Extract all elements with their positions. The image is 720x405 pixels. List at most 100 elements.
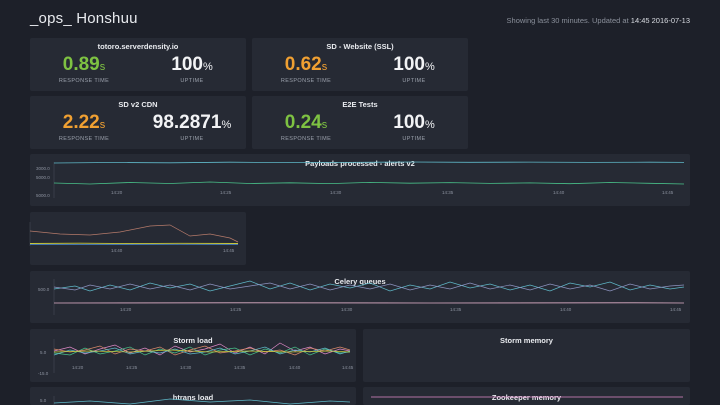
response-time-unit: s bbox=[99, 119, 106, 131]
response-time-stat: 0.89s RESPONSE TIME bbox=[30, 54, 138, 85]
series-line-teal bbox=[53, 161, 685, 164]
panel-title: totoro.serverdensity.io bbox=[97, 42, 179, 51]
graph-panel-storm-memory[interactable]: Storm memory bbox=[363, 329, 690, 382]
y-tick-label: 3000.0 bbox=[36, 166, 50, 171]
series-line-green bbox=[53, 181, 685, 185]
status-prefix: Showing last 30 minutes. Updated at bbox=[506, 16, 629, 25]
series-line-lavender bbox=[53, 282, 685, 292]
panel-title: SD v2 CDN bbox=[118, 100, 158, 109]
graph-panel-small[interactable]: 14:40 14:45 bbox=[29, 212, 246, 265]
y-tick-label: 5.0 bbox=[40, 350, 47, 355]
uptime-stat: 100% UPTIME bbox=[360, 54, 468, 85]
x-tick-label: 14:25 bbox=[230, 307, 242, 312]
storm-load-chart: 5.0 -15.0 14:20 14:25 14:30 14:35 14:40 … bbox=[38, 339, 354, 376]
uptime-stat: 100% UPTIME bbox=[138, 54, 246, 85]
response-time-value: 2.22 bbox=[62, 112, 100, 133]
x-tick-label: 14:45 bbox=[223, 248, 235, 253]
x-tick-label: 14:20 bbox=[120, 307, 132, 312]
response-time-stat: 0.62s RESPONSE TIME bbox=[252, 54, 360, 85]
response-time-unit: s bbox=[99, 61, 106, 73]
uptime-unit: % bbox=[424, 119, 435, 131]
stat-panel-sd-website[interactable]: SD - Website (SSL) 0.62s RESPONSE TIME 1… bbox=[252, 38, 468, 91]
x-tick-label: 14:20 bbox=[72, 365, 84, 370]
series-line-rust bbox=[29, 224, 239, 243]
x-tick-label: 14:30 bbox=[330, 190, 342, 195]
update-status: Showing last 30 minutes. Updated at 14:4… bbox=[507, 16, 690, 25]
series-line-yellow bbox=[53, 349, 351, 353]
response-time-value: 0.89 bbox=[62, 54, 100, 75]
series-line-green bbox=[53, 346, 351, 356]
panel-title: SD - Website (SSL) bbox=[326, 42, 394, 51]
graph-title: Zookeeper memory bbox=[491, 393, 562, 402]
response-time-label: RESPONSE TIME bbox=[280, 78, 332, 84]
response-time-unit: s bbox=[321, 119, 328, 131]
response-time-label: RESPONSE TIME bbox=[280, 136, 332, 142]
payloads-chart: 3000.0 5000.0 5000.0 14:20 14:25 14:30 1… bbox=[36, 161, 685, 198]
updated-timestamp: 14:45 2016-07-13 bbox=[630, 16, 690, 25]
celery-chart: 500.0 14:20 14:25 14:30 14:35 14:40 14:4… bbox=[38, 279, 685, 315]
x-tick-label: 14:20 bbox=[111, 190, 123, 195]
response-time-value: 0.62 bbox=[284, 54, 322, 75]
zookeeper-memory-chart bbox=[371, 396, 683, 398]
stat-panel-e2e-tests[interactable]: E2E Tests 0.24s RESPONSE TIME 100% UPTIM… bbox=[252, 96, 468, 149]
stat-panel-totoro[interactable]: totoro.serverdensity.io 0.89s RESPONSE T… bbox=[30, 38, 246, 91]
response-time-stat: 0.24s RESPONSE TIME bbox=[252, 112, 360, 143]
x-tick-label: 14:30 bbox=[180, 365, 192, 370]
x-tick-label: 14:25 bbox=[220, 190, 232, 195]
x-tick-label: 14:45 bbox=[670, 307, 682, 312]
x-tick-label: 14:40 bbox=[289, 365, 301, 370]
stat-panel-sd-v2-cdn[interactable]: SD v2 CDN 2.22s RESPONSE TIME 98.2871% U… bbox=[30, 96, 246, 149]
uptime-unit: % bbox=[202, 61, 213, 73]
graph-title: Celery queues bbox=[334, 277, 386, 286]
uptime-label: UPTIME bbox=[402, 78, 426, 84]
graph-panel-htrans-load[interactable]: htrans load 5.0 bbox=[30, 387, 356, 405]
response-time-value: 0.24 bbox=[284, 112, 322, 133]
uptime-value: 100 bbox=[393, 54, 425, 75]
y-tick-label: 5.0 bbox=[40, 398, 47, 403]
response-time-label: RESPONSE TIME bbox=[58, 78, 110, 84]
response-time-unit: s bbox=[321, 61, 328, 73]
uptime-value: 100 bbox=[393, 112, 425, 133]
uptime-label: UPTIME bbox=[180, 136, 204, 142]
x-tick-label: 14:40 bbox=[553, 190, 565, 195]
y-tick-label: 500.0 bbox=[38, 287, 50, 292]
x-tick-label: 14:40 bbox=[560, 307, 572, 312]
uptime-label: UPTIME bbox=[180, 78, 204, 84]
x-tick-label: 14:45 bbox=[342, 365, 354, 370]
x-tick-label: 14:40 bbox=[111, 248, 123, 253]
x-tick-label: 14:25 bbox=[126, 365, 138, 370]
uptime-unit: % bbox=[424, 61, 435, 73]
y-tick-label: 5000.0 bbox=[36, 193, 50, 198]
graph-panel-zookeeper-memory[interactable]: Zookeeper memory bbox=[363, 387, 690, 405]
graph-panel-celery[interactable]: Celery queues 500.0 14:20 14:25 14:30 14… bbox=[30, 271, 690, 323]
uptime-value: 98.2871 bbox=[152, 112, 222, 133]
graph-panel-storm-load[interactable]: Storm load 5.0 -15.0 14:20 14:25 14:30 1… bbox=[30, 329, 356, 382]
uptime-stat: 98.2871% UPTIME bbox=[138, 112, 246, 143]
graph-title: Storm memory bbox=[500, 336, 553, 345]
uptime-unit: % bbox=[221, 119, 232, 131]
y-tick-label: -15.0 bbox=[38, 371, 49, 376]
response-time-label: RESPONSE TIME bbox=[58, 136, 110, 142]
uptime-value: 100 bbox=[171, 54, 203, 75]
graph-title: Payloads processed - alerts v2 bbox=[305, 159, 415, 168]
graph-title: Storm load bbox=[173, 336, 213, 345]
x-tick-label: 14:30 bbox=[341, 307, 353, 312]
x-tick-label: 14:45 bbox=[662, 190, 674, 195]
graph-panel-payloads[interactable]: Payloads processed - alerts v2 3000.0 50… bbox=[30, 154, 690, 206]
x-tick-label: 14:35 bbox=[450, 307, 462, 312]
htrans-load-chart: 5.0 bbox=[40, 396, 351, 405]
small-chart: 14:40 14:45 bbox=[29, 222, 239, 253]
panel-title: E2E Tests bbox=[342, 100, 378, 109]
y-tick-label: 5000.0 bbox=[36, 175, 50, 180]
series-line-teal bbox=[53, 280, 685, 292]
uptime-stat: 100% UPTIME bbox=[360, 112, 468, 143]
x-tick-label: 14:35 bbox=[442, 190, 454, 195]
x-tick-label: 14:35 bbox=[234, 365, 246, 370]
response-time-stat: 2.22s RESPONSE TIME bbox=[30, 112, 138, 143]
series-line-pink bbox=[53, 342, 351, 356]
dashboard-title: _ops_ Honshuu bbox=[30, 10, 138, 27]
series-line-orange bbox=[53, 345, 351, 356]
uptime-label: UPTIME bbox=[402, 136, 426, 142]
graph-title: htrans load bbox=[172, 393, 214, 402]
series-line-teal bbox=[53, 398, 351, 405]
